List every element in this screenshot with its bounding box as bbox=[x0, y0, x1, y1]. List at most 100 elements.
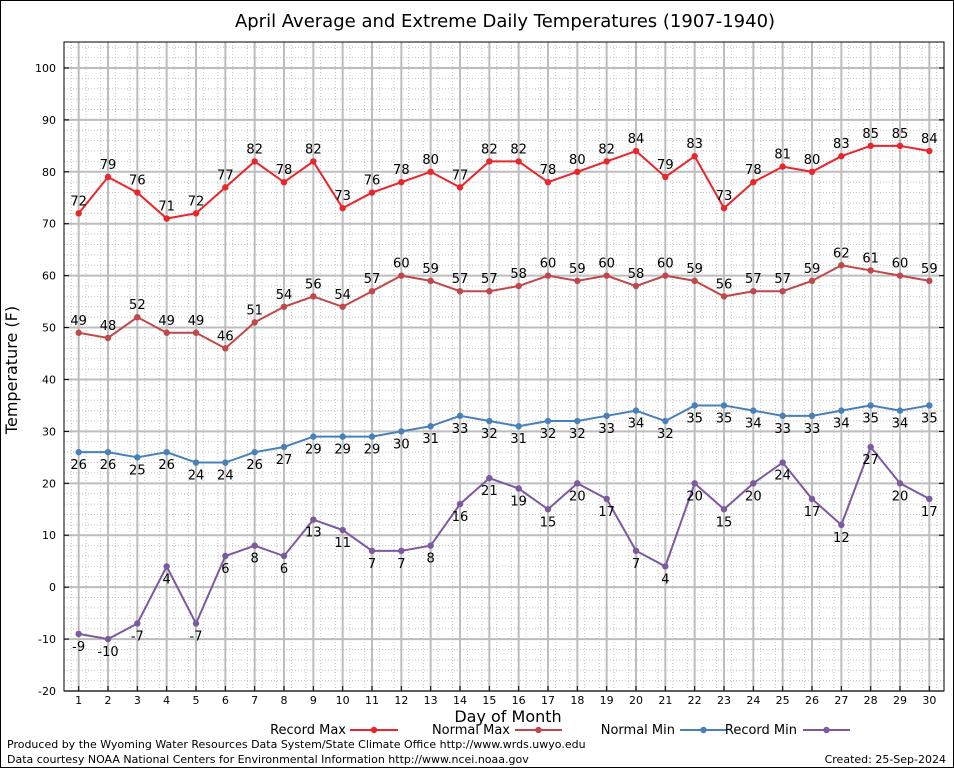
data-label: 4 bbox=[163, 572, 171, 587]
data-point bbox=[222, 184, 229, 191]
data-label: 49 bbox=[158, 314, 175, 329]
data-point bbox=[750, 288, 757, 295]
data-label: 29 bbox=[364, 443, 381, 458]
data-point bbox=[603, 158, 610, 165]
data-point bbox=[750, 178, 757, 186]
data-point bbox=[134, 620, 141, 627]
data-point bbox=[574, 168, 581, 175]
legend-label: Normal Max bbox=[432, 723, 510, 738]
data-label: 29 bbox=[305, 443, 322, 458]
data-point bbox=[280, 303, 288, 310]
data-point bbox=[339, 204, 346, 212]
data-label: 84 bbox=[628, 132, 645, 147]
data-point bbox=[720, 293, 728, 300]
data-label: 20 bbox=[569, 489, 586, 504]
data-point bbox=[867, 267, 874, 274]
data-label: 6 bbox=[221, 562, 229, 577]
data-label: 77 bbox=[452, 168, 469, 183]
data-point bbox=[838, 521, 845, 529]
data-label: 58 bbox=[510, 267, 527, 282]
data-label: 26 bbox=[100, 458, 117, 473]
data-point bbox=[544, 506, 552, 513]
y-tick-label: 10 bbox=[42, 529, 56, 542]
data-point bbox=[310, 293, 317, 300]
data-label: 17 bbox=[804, 505, 821, 520]
data-label: 85 bbox=[892, 127, 909, 142]
data-label: 26 bbox=[158, 458, 175, 473]
data-point bbox=[134, 454, 141, 461]
data-label: -7 bbox=[131, 630, 144, 645]
data-point bbox=[104, 173, 112, 181]
data-label: 8 bbox=[251, 552, 259, 567]
data-label: 77 bbox=[217, 168, 234, 183]
data-label: 20 bbox=[892, 489, 909, 504]
data-point bbox=[574, 277, 581, 285]
data-point bbox=[838, 407, 845, 414]
data-point bbox=[427, 423, 434, 430]
data-point bbox=[867, 402, 874, 409]
data-label: 78 bbox=[393, 163, 410, 178]
data-label: 73 bbox=[716, 189, 733, 204]
data-label: 82 bbox=[598, 142, 615, 157]
data-label: 24 bbox=[217, 469, 234, 484]
data-point bbox=[398, 178, 405, 186]
data-label: 35 bbox=[862, 411, 879, 426]
data-point bbox=[779, 288, 786, 295]
data-point bbox=[515, 485, 522, 492]
data-point bbox=[720, 204, 728, 212]
series-line bbox=[78, 444, 930, 641]
data-point bbox=[896, 480, 904, 487]
data-label: 62 bbox=[833, 246, 850, 261]
data-point bbox=[368, 288, 376, 295]
x-tick-label: 14 bbox=[453, 694, 467, 707]
data-point bbox=[222, 345, 229, 352]
x-tick-label: 12 bbox=[394, 694, 408, 707]
data-label: 32 bbox=[481, 427, 498, 442]
data-label: 33 bbox=[774, 422, 791, 437]
data-label: 34 bbox=[892, 417, 909, 432]
series-normal-min: 26 26 25 26 24 24 26 27 29 29 29 30 31 33 32 31 32 32 33 34… bbox=[70, 402, 938, 484]
legend-label: Record Max bbox=[270, 723, 346, 738]
x-tick-label: 18 bbox=[570, 694, 584, 707]
data-label: 60 bbox=[598, 257, 615, 272]
data-label: 59 bbox=[804, 262, 821, 277]
data-label: 60 bbox=[393, 257, 410, 272]
x-axis-label: Day of Month bbox=[454, 707, 561, 726]
data-label: 56 bbox=[305, 277, 322, 292]
y-tick-label: 80 bbox=[42, 166, 56, 179]
data-point bbox=[310, 516, 317, 523]
data-label: 24 bbox=[774, 469, 791, 484]
data-point bbox=[251, 158, 258, 165]
legend-entry: Record Min bbox=[725, 723, 850, 738]
data-label: 81 bbox=[774, 148, 791, 163]
data-point bbox=[368, 547, 376, 555]
data-point bbox=[192, 459, 200, 466]
x-tick-label: 21 bbox=[658, 694, 672, 707]
y-tick-label: 50 bbox=[42, 322, 56, 335]
data-label: 82 bbox=[481, 142, 498, 157]
data-label: 35 bbox=[716, 411, 733, 426]
data-point bbox=[926, 402, 933, 409]
data-label: 80 bbox=[422, 153, 439, 168]
x-tick-label: 15 bbox=[482, 694, 496, 707]
data-label: 31 bbox=[510, 432, 527, 447]
data-point bbox=[750, 407, 757, 414]
data-point bbox=[75, 448, 82, 456]
x-tick-label: 11 bbox=[365, 694, 379, 707]
data-point bbox=[368, 433, 376, 440]
y-tick-label: -20 bbox=[38, 685, 56, 698]
y-tick-label: 0 bbox=[49, 581, 56, 594]
data-label: 33 bbox=[804, 422, 821, 437]
data-point bbox=[926, 147, 933, 155]
data-point bbox=[280, 178, 288, 186]
data-label: 26 bbox=[70, 458, 87, 473]
y-tick-label: 70 bbox=[42, 218, 56, 231]
data-point bbox=[632, 282, 640, 290]
x-tick-label: 5 bbox=[193, 694, 200, 707]
data-label: 79 bbox=[657, 158, 674, 173]
data-point bbox=[192, 329, 200, 336]
data-point bbox=[574, 417, 581, 425]
data-point bbox=[662, 173, 669, 181]
data-point bbox=[456, 500, 464, 508]
